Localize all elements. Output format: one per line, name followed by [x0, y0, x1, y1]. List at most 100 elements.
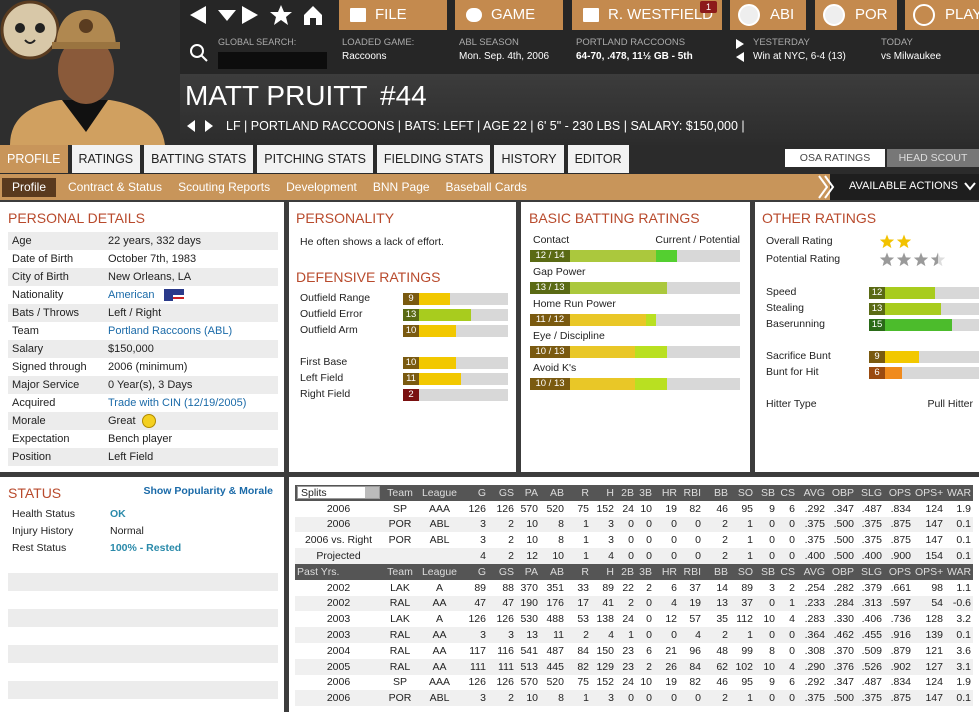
stats-cell: 10: [526, 534, 538, 547]
stats-cell: 4: [789, 660, 795, 673]
nav-button[interactable]: GAME: [455, 0, 563, 30]
actions-area[interactable]: [830, 174, 979, 200]
stats-row: 2003 RAL AA 3 3 13 11 2 4 1 0 0 4 2 1 0 0.364.462.455.91…: [295, 627, 973, 643]
stats-cell: 2002: [326, 581, 351, 594]
nav-button[interactable]: ABI: [730, 0, 806, 30]
stats-cell: .375: [861, 692, 882, 705]
header-cell: OPS+: [915, 565, 944, 578]
rating-number: 9: [403, 293, 419, 305]
stats-cell: .500: [833, 550, 854, 563]
header-cell: BB: [713, 565, 728, 578]
header-cell: OBP: [831, 486, 854, 499]
stats-cell: 0.1: [956, 629, 971, 642]
tab[interactable]: RATINGS: [71, 145, 141, 173]
detail-value: October 7th, 1983: [108, 253, 197, 265]
stats-cell: 47: [502, 597, 514, 610]
stats-cell: 4: [671, 597, 677, 610]
detail-label: Major Service: [12, 379, 80, 391]
rating-label: Eye / Discipline: [533, 330, 605, 342]
stats-cell: 127: [925, 660, 943, 673]
subtab[interactable]: Scouting Reports: [178, 180, 271, 194]
stats-cell: SP: [392, 502, 407, 515]
subtab[interactable]: Development: [286, 180, 357, 194]
status-label: Injury History: [12, 525, 74, 537]
stats-cell: .379: [861, 581, 882, 594]
arrow: [736, 39, 744, 49]
nav-button[interactable]: PLAY: [905, 0, 979, 30]
search-input[interactable]: [218, 52, 327, 69]
header-cell: PA: [524, 565, 538, 578]
rating-number: 12: [869, 287, 885, 299]
detail-row: Signed through 2006 (minimum): [8, 358, 278, 376]
available-actions[interactable]: AVAILABLE ACTIONS: [849, 180, 959, 192]
detail-row: City of Birth New Orleans, LA: [8, 268, 278, 286]
scout-toggle[interactable]: OSA RATINGS: [785, 149, 885, 167]
stats-cell: .500: [833, 518, 854, 531]
detail-value[interactable]: American: [108, 289, 155, 301]
personality-panel: PERSONALITY He often shows a lack of effo…: [289, 202, 516, 472]
nav-button[interactable]: POR: [815, 0, 897, 30]
stats-cell: 10: [526, 518, 538, 531]
stats-cell: 3: [480, 629, 486, 642]
stats-cell: 3: [608, 518, 614, 531]
detail-value: 22 years, 332 days: [108, 235, 201, 247]
tab[interactable]: PITCHING STATS: [257, 145, 373, 173]
header-cell: H: [606, 486, 614, 499]
detail-value[interactable]: Trade with CIN (12/19/2005): [108, 397, 247, 409]
rating-label: Contact: [533, 234, 570, 246]
flag-icon: [164, 289, 184, 301]
detail-label: Signed through: [12, 361, 87, 373]
stats-cell: 2003: [326, 613, 351, 626]
header-cell: OBP: [831, 565, 854, 578]
detail-value: 0 Year(s), 3 Days: [108, 379, 193, 391]
stats-cell: RAL: [389, 597, 411, 610]
detail-value[interactable]: Portland Raccoons (ABL): [108, 325, 233, 337]
detail-label: Salary: [12, 343, 44, 355]
stats-cell: 126: [468, 502, 486, 515]
header-cell: G: [477, 486, 486, 499]
nav-icons[interactable]: [186, 4, 331, 26]
tab[interactable]: BATTING STATS: [144, 145, 254, 173]
stats-cell: 96: [689, 644, 701, 657]
tab[interactable]: EDITOR: [567, 145, 629, 173]
stats-cell: 351: [546, 581, 564, 594]
detail-row: Team Portland Raccoons (ABL): [8, 322, 278, 340]
tab[interactable]: FIELDING STATS: [376, 145, 491, 173]
empty-row: [8, 645, 278, 663]
rating-label: Potential Rating: [766, 253, 841, 265]
subtab[interactable]: Contract & Status: [68, 180, 163, 194]
stats-cell: 138: [596, 613, 614, 626]
subtab[interactable]: BNN Page: [372, 180, 430, 194]
stats-cell: .375: [804, 692, 825, 705]
stats-cell: 12: [665, 613, 677, 626]
search-icon[interactable]: [188, 42, 210, 64]
stats-cell: 530: [520, 613, 538, 626]
stats-cell: 95: [741, 502, 753, 515]
header-cell: SLG: [860, 565, 882, 578]
day-arrows[interactable]: [734, 38, 746, 64]
tab[interactable]: PROFILE: [0, 145, 68, 173]
stats-cell: 116: [497, 644, 514, 657]
arrow: [736, 52, 744, 62]
nav-button[interactable]: FILE: [339, 0, 447, 30]
rating-bar: [869, 319, 952, 331]
detail-label: Date of Birth: [12, 253, 74, 265]
nav-button[interactable]: R. WESTFIELD: [572, 0, 722, 30]
info-value: vs Milwaukee: [881, 51, 942, 62]
subtab[interactable]: Baseball Cards: [445, 180, 527, 194]
subtab[interactable]: Profile: [2, 178, 57, 197]
scout-toggle[interactable]: HEAD SCOUT: [887, 149, 979, 167]
header-cell: HR: [661, 565, 677, 578]
detail-label: Team: [12, 325, 39, 337]
status-link[interactable]: Show Popularity & Morale: [143, 485, 273, 497]
detail-label: City of Birth: [12, 271, 69, 283]
tab[interactable]: HISTORY: [494, 145, 564, 173]
stats-cell: 0: [695, 534, 701, 547]
splits-dropdown[interactable]: Splits: [297, 486, 380, 500]
stats-cell: 0: [789, 629, 795, 642]
stats-cell: 75: [577, 676, 589, 689]
nav-icon: [350, 8, 366, 22]
stats-cell: 3.6: [956, 644, 971, 657]
detail-label: Expectation: [12, 433, 70, 445]
player-arrows[interactable]: [186, 119, 216, 133]
